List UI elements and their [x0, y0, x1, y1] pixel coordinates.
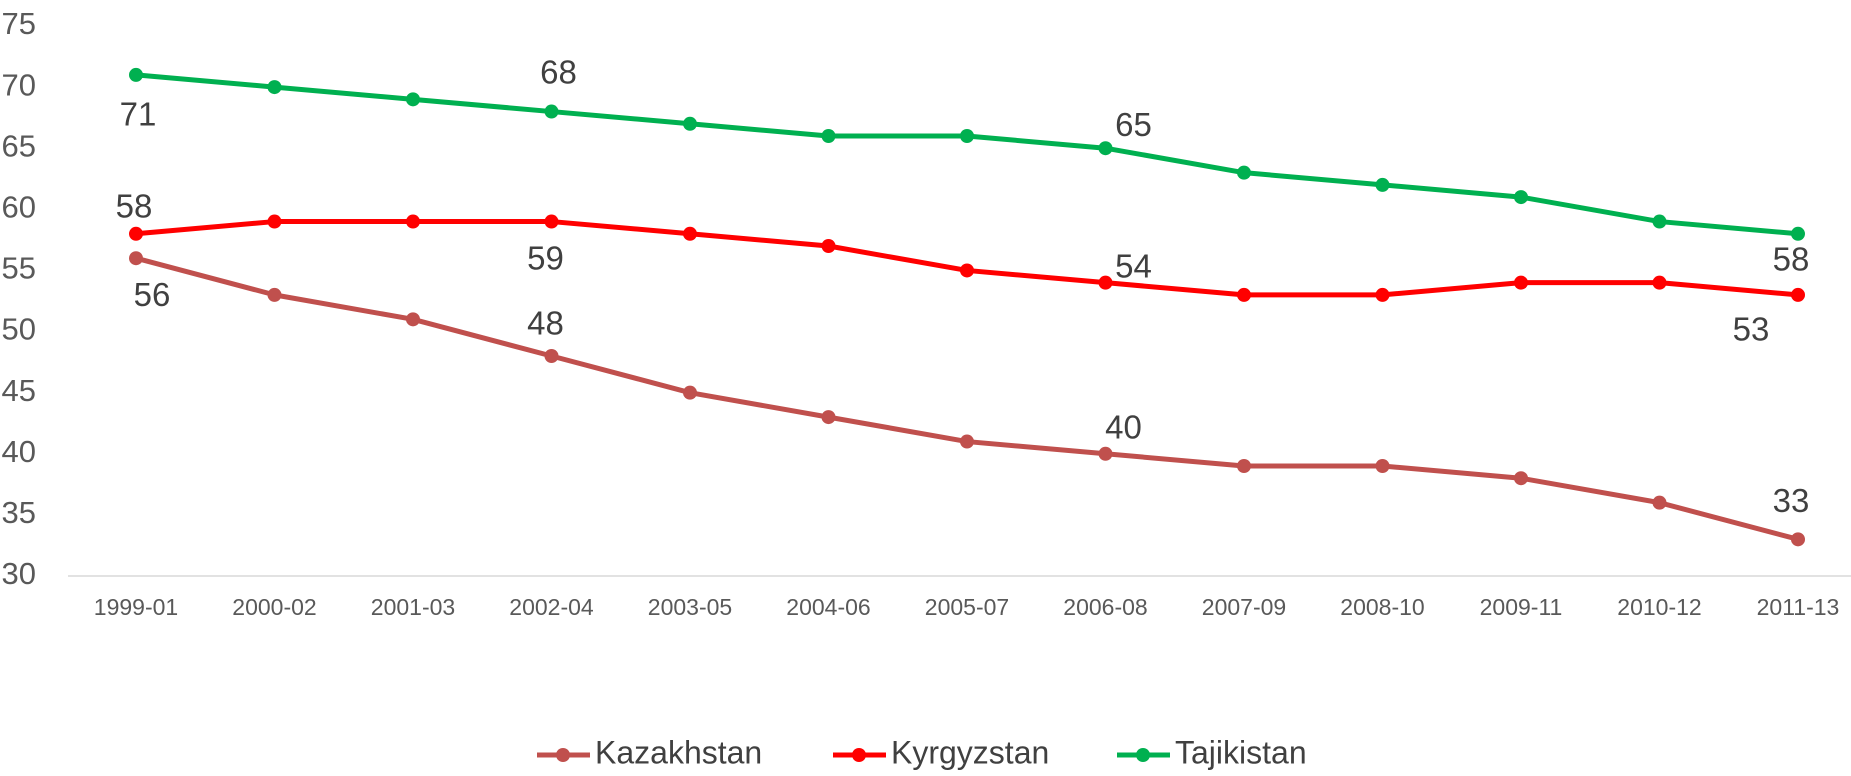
- marker: [129, 226, 143, 241]
- y-tick-label: 35: [2, 495, 36, 530]
- marker: [129, 251, 143, 266]
- marker: [1791, 287, 1805, 302]
- x-tick-label: 2005-07: [925, 594, 1009, 620]
- x-tick-label: 2010-12: [1617, 594, 1701, 620]
- marker: [960, 434, 974, 449]
- legend-label: Kyrgyzstan: [891, 734, 1049, 770]
- marker: [1237, 165, 1251, 180]
- data-label: 54: [1115, 247, 1152, 284]
- x-tick-label: 2009-11: [1480, 594, 1563, 620]
- y-tick-label: 70: [2, 67, 36, 102]
- marker: [960, 129, 974, 143]
- data-label: 68: [540, 53, 577, 90]
- x-tick-label: 1999-01: [94, 594, 178, 620]
- marker: [1375, 459, 1390, 473]
- legend-marker: [852, 748, 866, 762]
- data-label: 40: [1105, 408, 1142, 445]
- marker: [1514, 190, 1528, 205]
- line: [135, 219, 1799, 298]
- marker: [683, 385, 697, 400]
- marker: [267, 287, 282, 302]
- marker: [1514, 471, 1528, 486]
- y-tick-label: 75: [2, 6, 36, 41]
- data-label: 48: [527, 305, 564, 342]
- marker: [821, 410, 836, 425]
- data-label: 59: [527, 239, 564, 276]
- marker: [1652, 214, 1667, 229]
- marker: [544, 214, 559, 229]
- x-tick-label: 2004-06: [786, 594, 870, 620]
- marker: [1237, 459, 1251, 473]
- x-tick-label: 2011-13: [1757, 594, 1840, 620]
- marker: [1237, 287, 1251, 302]
- legend-marker: [1136, 748, 1150, 762]
- data-label: 53: [1733, 311, 1770, 348]
- marker: [1098, 446, 1113, 461]
- marker: [1514, 275, 1528, 290]
- marker: [960, 263, 974, 278]
- marker: [683, 226, 697, 241]
- marker: [406, 312, 420, 327]
- marker: [1375, 287, 1390, 302]
- x-tick-label: 2007-09: [1202, 594, 1286, 620]
- data-label: 56: [134, 276, 171, 313]
- x-tick-label: 2006-08: [1063, 594, 1147, 620]
- x-tick-label: 2003-05: [648, 594, 732, 620]
- y-tick-label: 65: [2, 128, 36, 163]
- marker: [406, 92, 420, 107]
- marker: [1652, 495, 1667, 510]
- x-tick-label: 2001-03: [371, 594, 455, 620]
- legend-label: Kazakhstan: [595, 734, 762, 770]
- marker: [1652, 275, 1667, 290]
- marker: [821, 239, 836, 253]
- marker: [1375, 177, 1390, 192]
- y-tick-label: 45: [2, 373, 36, 408]
- y-tick-label: 55: [2, 251, 36, 286]
- y-tick-label: 50: [2, 312, 36, 347]
- data-label: 33: [1773, 482, 1810, 519]
- y-tick-label: 60: [2, 190, 36, 225]
- data-label: 58: [1773, 240, 1810, 277]
- marker: [406, 214, 420, 229]
- data-label: 71: [120, 96, 157, 133]
- data-label: 65: [1115, 106, 1152, 143]
- legend-label: Tajikistan: [1175, 734, 1307, 770]
- marker: [1098, 141, 1113, 156]
- x-tick-label: 2002-04: [509, 594, 594, 620]
- marker: [1098, 275, 1113, 290]
- line: [135, 72, 1799, 237]
- marker: [544, 104, 559, 119]
- marker: [1791, 226, 1805, 241]
- data-label: 58: [116, 187, 153, 224]
- marker: [267, 80, 282, 95]
- marker: [129, 67, 143, 82]
- marker: [821, 129, 836, 143]
- y-tick-label: 30: [2, 556, 36, 591]
- x-tick-label: 2008-10: [1340, 594, 1424, 620]
- line: [135, 255, 1799, 542]
- marker: [683, 116, 697, 131]
- marker: [544, 349, 559, 363]
- marker: [267, 214, 282, 229]
- legend-marker: [556, 748, 570, 762]
- marker: [1791, 532, 1805, 547]
- y-tick-label: 40: [2, 434, 36, 469]
- x-tick-label: 2000-02: [232, 594, 316, 620]
